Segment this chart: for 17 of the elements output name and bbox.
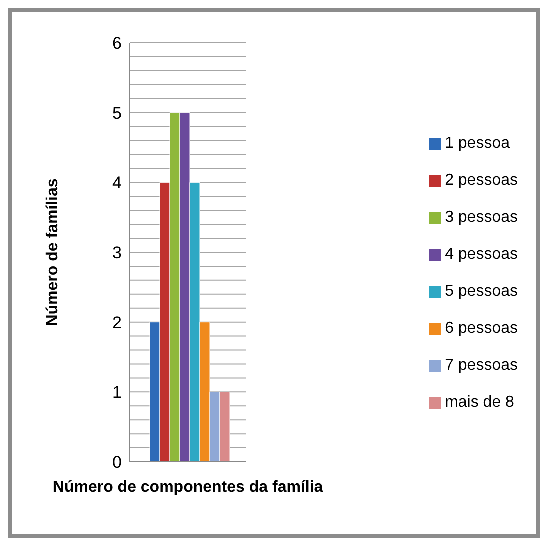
y-tick-label: 5 xyxy=(112,104,122,123)
x-axis-title: Número de componentes da família xyxy=(52,479,324,496)
legend-label: 3 pessoas xyxy=(445,209,518,226)
y-tick-label: 2 xyxy=(112,313,122,332)
legend-label: 6 pessoas xyxy=(445,320,518,337)
legend-label: 1 pessoa xyxy=(445,135,510,152)
y-tick-label: 3 xyxy=(112,244,122,263)
y-tick-label: 0 xyxy=(112,453,122,472)
legend-label: 5 pessoas xyxy=(445,283,518,300)
legend-label: mais de 8 xyxy=(445,394,514,411)
y-axis-title: Número de famílias xyxy=(44,178,62,326)
y-tick-label: 4 xyxy=(112,174,122,193)
legend-label: 2 pessoas xyxy=(445,172,518,189)
y-tick-label: 6 xyxy=(112,34,122,54)
legend-label: 7 pessoas xyxy=(445,357,518,374)
legend-label: 4 pessoas xyxy=(445,246,518,263)
y-tick-label: 1 xyxy=(112,383,122,402)
